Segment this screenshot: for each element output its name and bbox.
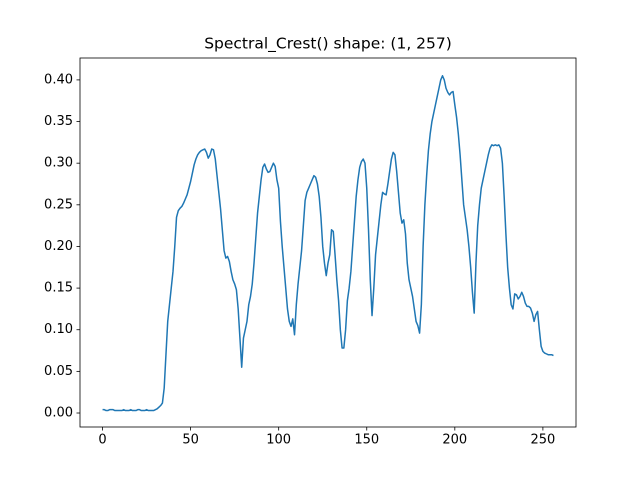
x-tick-label: 100	[266, 433, 291, 448]
y-tick-label: 0.15	[44, 281, 73, 296]
x-tick-label: 50	[182, 433, 199, 448]
y-tick-label: 0.35	[44, 114, 73, 129]
y-tick-label: 0.10	[44, 322, 73, 337]
y-tick-label: 0.20	[44, 239, 73, 254]
data-line	[102, 74, 554, 412]
y-tick-label: 0.05	[44, 364, 73, 379]
x-tick-label: 150	[354, 433, 379, 448]
plot-frame	[79, 57, 577, 428]
x-tick-label: 0	[98, 433, 106, 448]
y-tick-label: 0.30	[44, 156, 73, 171]
y-tick-label: 0.40	[44, 72, 73, 87]
x-tick-label: 200	[442, 433, 467, 448]
chart-title: Spectral_Crest() shape: (1, 257)	[204, 35, 452, 54]
y-tick-label: 0.25	[44, 197, 73, 212]
y-tick-label: 0.00	[44, 406, 73, 421]
x-tick-label: 250	[530, 433, 555, 448]
